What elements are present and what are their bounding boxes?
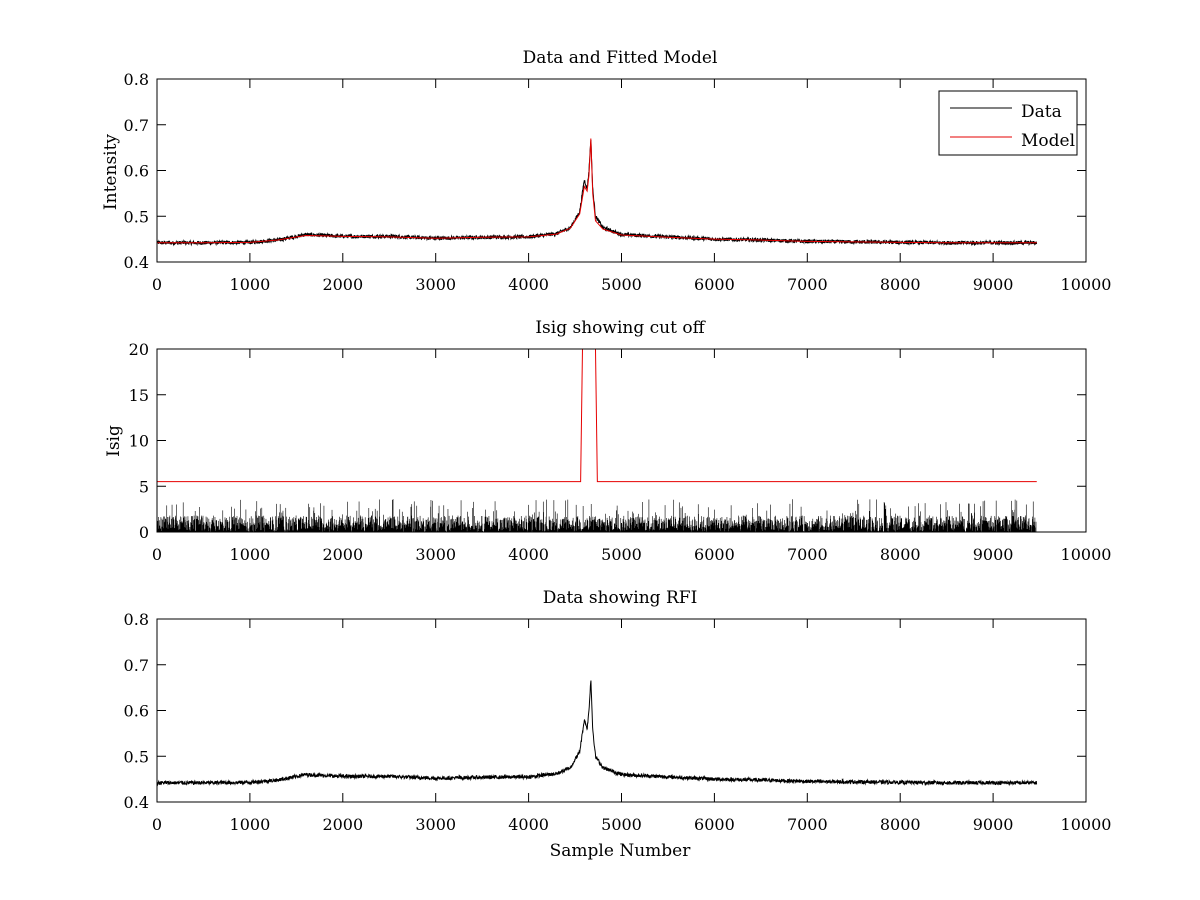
x-tick-label: 4000 xyxy=(508,545,549,564)
x-tick-label: 7000 xyxy=(787,815,828,834)
series-model xyxy=(157,138,1037,244)
x-tick-label: 6000 xyxy=(694,275,735,294)
x-tick-label: 9000 xyxy=(973,545,1014,564)
x-tick-label: 0 xyxy=(152,815,162,834)
x-tick-label: 3000 xyxy=(415,815,456,834)
x-tick-label: 4000 xyxy=(508,275,549,294)
x-tick-label: 7000 xyxy=(787,545,828,564)
legend-label-model: Model xyxy=(1021,131,1075,151)
series-group xyxy=(157,138,1038,247)
y-tick-label: 5 xyxy=(139,477,149,496)
panel-data-and-fitted-model: Data and Fitted Model Intensity 0 1000 200… xyxy=(101,48,1111,294)
y-tick-label: 0.7 xyxy=(124,656,149,675)
x-tick-label: 5000 xyxy=(601,815,642,834)
y-tick-label: 15 xyxy=(129,386,149,405)
y-tick-label: 0.6 xyxy=(124,162,149,181)
x-tick-label: 2000 xyxy=(322,545,363,564)
x-tick-label: 7000 xyxy=(787,275,828,294)
y-tick-label: 0.7 xyxy=(124,116,149,135)
x-tick-label: 6000 xyxy=(694,545,735,564)
series-1 xyxy=(157,349,1037,483)
x-tick-label: 3000 xyxy=(415,275,456,294)
panel-data-showing-rfi: Data showing RFI Sample Number 0 1000 2000… xyxy=(124,588,1112,861)
y-tick-label: 0.8 xyxy=(124,610,149,629)
x-tick-label: 10000 xyxy=(1061,815,1112,834)
legend-box xyxy=(938,90,1078,156)
legend-label-data: Data xyxy=(1021,102,1062,122)
y-tick-label: 20 xyxy=(129,340,149,359)
plot-area: 0 1000 2000 3000 4000 5000 6000 7000 8000 9000 100… xyxy=(124,70,1112,294)
y-tick-label: 0.5 xyxy=(124,207,149,226)
x-tick-label: 8000 xyxy=(880,275,921,294)
x-tick-label: 6000 xyxy=(694,815,735,834)
panel-isig-showing-cut-off: Isig showing cut off Isig 0 1000 2000 3000 4… xyxy=(104,318,1111,564)
x-tick-label: 9000 xyxy=(973,275,1014,294)
x-axis-label: Sample Number xyxy=(550,841,692,861)
x-tick-label: 1000 xyxy=(230,275,271,294)
y-axis-label: Intensity xyxy=(101,134,121,210)
panel-title: Data showing RFI xyxy=(543,588,698,608)
plot-area: 0 1000 2000 3000 4000 5000 6000 7000 8000 9000 100… xyxy=(124,610,1112,834)
x-tick-label: 9000 xyxy=(973,815,1014,834)
x-tick-label: 5000 xyxy=(601,545,642,564)
x-tick-label: 8000 xyxy=(880,545,921,564)
x-tick-label: 5000 xyxy=(601,275,642,294)
y-tick-label: 0 xyxy=(139,523,149,542)
x-tick-label: 10000 xyxy=(1061,545,1112,564)
series-0 xyxy=(157,680,1038,787)
legend: Data Model xyxy=(938,90,1078,156)
y-tick-label: 0.4 xyxy=(124,793,149,812)
panel-title: Isig showing cut off xyxy=(535,318,706,338)
x-tick-label: 2000 xyxy=(322,815,363,834)
y-tick-label: 0.6 xyxy=(124,702,149,721)
x-tick-label: 4000 xyxy=(508,815,549,834)
y-tick-label: 0.4 xyxy=(124,253,149,272)
plot-area: 0 1000 2000 3000 4000 5000 6000 7000 8000 9000 100… xyxy=(129,340,1112,564)
x-tick-label: 8000 xyxy=(880,815,921,834)
x-tick-label: 2000 xyxy=(322,275,363,294)
y-tick-label: 0.8 xyxy=(124,70,149,89)
x-tick-label: 0 xyxy=(152,545,162,564)
x-tick-label: 3000 xyxy=(415,545,456,564)
y-tick-label: 0.5 xyxy=(124,747,149,766)
series-group xyxy=(157,680,1038,787)
y-tick-label: 10 xyxy=(129,432,149,451)
panel-title: Data and Fitted Model xyxy=(523,48,718,68)
x-tick-label: 0 xyxy=(152,275,162,294)
y-axis-label: Isig xyxy=(104,425,124,457)
x-tick-label: 1000 xyxy=(230,815,271,834)
x-tick-label: 1000 xyxy=(230,545,271,564)
x-tick-label: 10000 xyxy=(1061,275,1112,294)
